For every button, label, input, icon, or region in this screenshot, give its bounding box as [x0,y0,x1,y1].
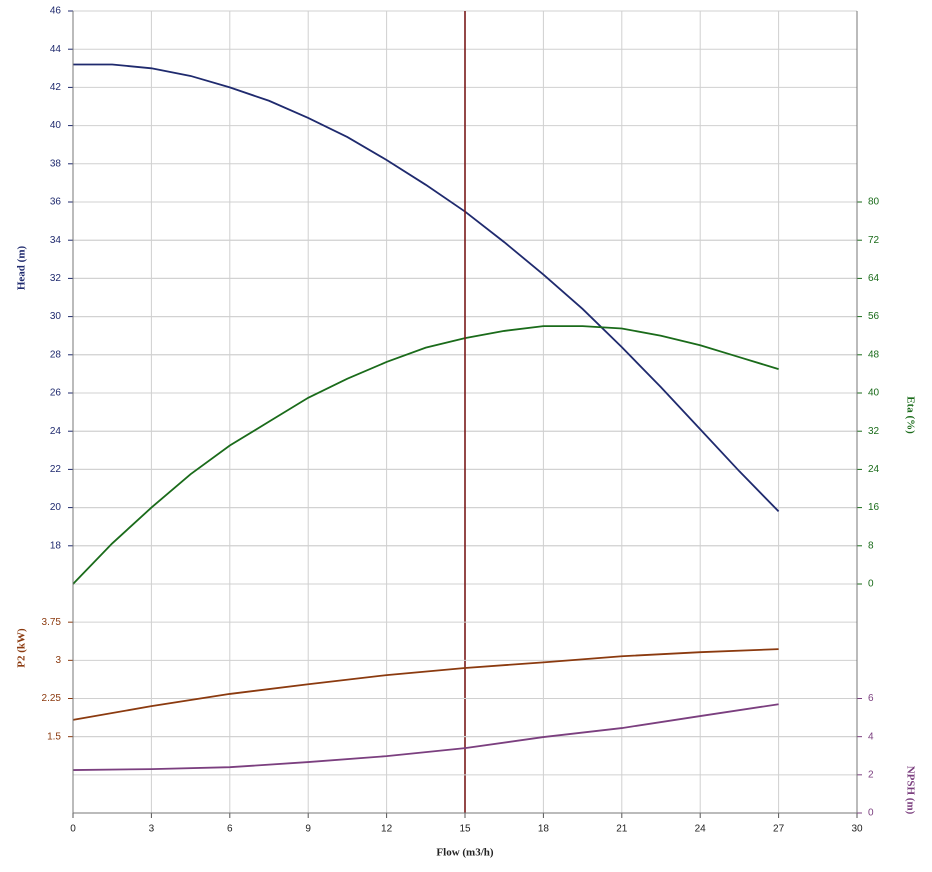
y2-tick-label: 8 [868,540,874,551]
y2-tick-label: 56 [868,311,880,322]
y2-tick-label: 80 [868,197,880,208]
y2-axis-label: Eta (%) [904,396,916,434]
x-tick-label: 30 [851,824,863,835]
y2-tick-label: 2 [868,769,874,780]
x-tick-label: 18 [538,824,550,835]
x-tick-label: 3 [149,824,155,835]
y-tick-label: 20 [50,502,62,513]
curve [73,63,780,513]
x-tick-label: 15 [459,824,471,835]
y-tick-label: 2.25 [42,693,62,704]
y2-tick-label: 40 [868,388,880,399]
y2-tick-label: 0 [868,808,874,819]
y2-axis-label: NPSH (m) [904,766,916,815]
y-tick-label: 38 [50,158,62,169]
x-tick-label: 0 [70,824,76,835]
y-tick-label: 46 [50,6,62,17]
y-tick-label: 24 [50,426,62,437]
y-tick-label: 40 [50,120,62,131]
y-tick-label: 18 [50,540,62,551]
y-tick-label: 30 [50,311,62,322]
x-tick-label: 21 [616,824,628,835]
y-axis-label: P2 (kW) [16,628,28,668]
y-tick-label: 42 [50,82,62,93]
y-tick-label: 34 [50,235,62,246]
y-tick-label: 1.5 [47,731,61,742]
y-tick-label: 36 [50,197,62,208]
x-tick-label: 27 [773,824,785,835]
x-tick-label: 12 [381,824,393,835]
y2-tick-label: 0 [868,579,874,590]
y2-tick-label: 64 [868,273,880,284]
y-tick-label: 3 [55,655,61,666]
x-axis-label: Flow (m3/h) [436,847,493,859]
y2-tick-label: 72 [868,235,880,246]
y2-tick-label: 4 [868,731,874,742]
x-tick-label: 6 [227,824,233,835]
y2-tick-label: 32 [868,426,880,437]
y2-tick-label: 24 [868,464,880,475]
y2-tick-label: 48 [868,349,880,360]
curve [72,703,779,771]
y-tick-label: 28 [50,349,62,360]
y2-tick-label: 16 [868,502,880,513]
y-axis-label: Head (m) [16,246,28,291]
y-tick-label: 26 [50,388,62,399]
y2-tick-label: 6 [868,693,874,704]
y-tick-label: 3.75 [42,617,62,628]
x-tick-label: 24 [695,824,707,835]
y-tick-label: 44 [50,44,62,55]
curve [72,325,779,585]
y-tick-label: 22 [50,464,62,475]
curve [72,648,779,721]
y-tick-label: 32 [50,273,62,284]
x-tick-label: 9 [305,824,311,835]
